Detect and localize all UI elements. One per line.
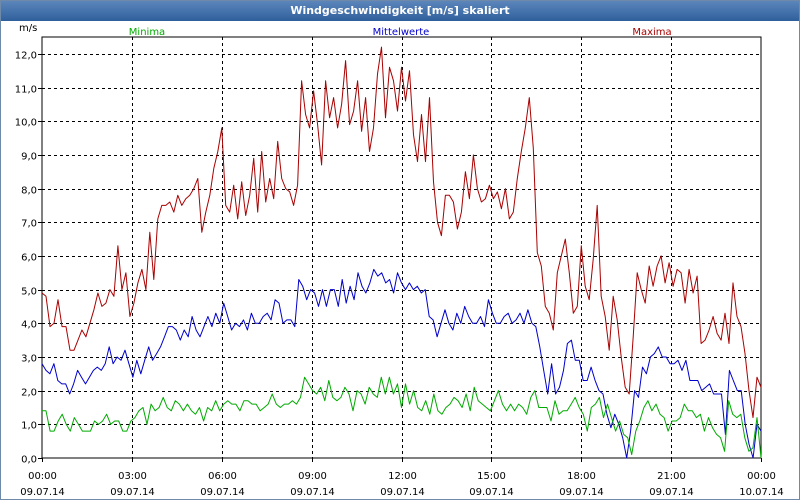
- y-tick-label: 1,0: [21, 421, 37, 432]
- y-tick-label: 8,0: [21, 186, 37, 197]
- x-tick-date-label: 10.07.14: [739, 487, 784, 498]
- series-line-maxima: [41, 46, 762, 419]
- y-tick-label: 6,0: [21, 253, 37, 264]
- y-tick-label: 4,0: [21, 320, 37, 331]
- x-tick-date-label: 09.07.14: [290, 487, 335, 498]
- plot-area: [41, 36, 762, 459]
- x-tick-time-label: 06:00: [208, 471, 237, 482]
- x-tick-time-label: 18:00: [567, 471, 596, 482]
- y-tick-label: 3,0: [21, 354, 37, 365]
- x-tick-time-label: 03:00: [118, 471, 147, 482]
- x-tick-date-label: 09.07.14: [380, 487, 425, 498]
- x-tick-date-label: 09.07.14: [469, 487, 514, 498]
- x-tick-date-label: 09.07.14: [200, 487, 245, 498]
- x-tick-time-label: 09:00: [298, 471, 327, 482]
- y-tick-label: 11,0: [15, 85, 37, 96]
- x-tick-time-label: 21:00: [657, 471, 686, 482]
- y-tick-label: 0,0: [21, 455, 37, 466]
- y-tick-label: 10,0: [15, 118, 37, 129]
- y-tick-label: 2,0: [21, 388, 37, 399]
- x-tick-time-label: 00:00: [28, 471, 57, 482]
- x-tick-date-label: 09.07.14: [559, 487, 604, 498]
- y-axis-label: m/s: [19, 23, 37, 34]
- y-tick-label: 5,0: [21, 287, 37, 298]
- legend-minima: Minima: [129, 27, 165, 38]
- series-line-mittelwerte: [41, 268, 762, 459]
- series-line-minima: [42, 376, 762, 459]
- x-tick-date-label: 09.07.14: [649, 487, 694, 498]
- y-tick-label: 12,0: [15, 51, 37, 62]
- y-tick-label: 9,0: [21, 152, 37, 163]
- x-tick-time-label: 00:00: [747, 471, 776, 482]
- wind-speed-chart: 0,0 1,0 2,0 3,0 4,0 5,0 6,0 7,0 8,0 9,0 10,0 11,0 12…: [15, 23, 784, 498]
- chart-title: Windgeschwindigkeit [m/s] skaliert: [1, 1, 799, 21]
- legend-mittelwerte: Mittelwerte: [373, 27, 430, 38]
- legend-maxima: Maxima: [632, 27, 671, 38]
- y-tick-label: 7,0: [21, 219, 37, 230]
- x-tick-date-label: 09.07.14: [20, 487, 65, 498]
- x-tick-time-label: 12:00: [388, 471, 417, 482]
- x-tick-date-label: 09.07.14: [110, 487, 155, 498]
- x-tick-time-label: 15:00: [477, 471, 506, 482]
